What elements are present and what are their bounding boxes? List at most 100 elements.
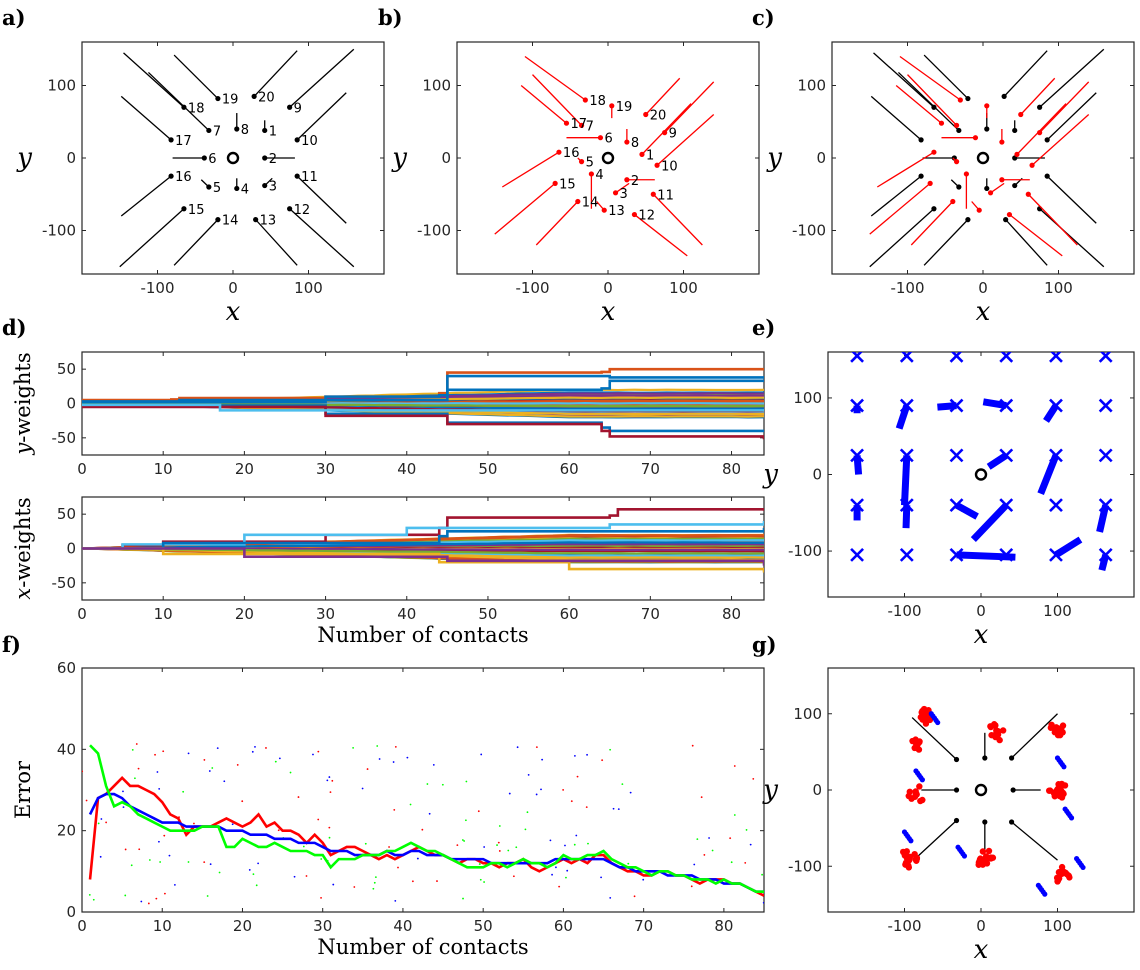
error-sample-dot: [130, 864, 133, 867]
y-tick-label: 0: [66, 903, 76, 921]
error-sample-dot: [158, 787, 161, 790]
error-sample-dot: [131, 748, 134, 751]
error-sample-dot: [193, 822, 195, 825]
error-sample-dot: [733, 814, 736, 816]
blue-estimate: [1080, 864, 1086, 871]
contact-point: [927, 180, 933, 186]
red-estimate: [979, 848, 987, 855]
error-sample-dot: [277, 829, 280, 832]
x-tick-label: 30: [316, 460, 335, 478]
point-label: 11: [301, 170, 318, 185]
error-sample-dot: [551, 873, 553, 876]
error-sample-dot: [570, 800, 573, 803]
red-estimate: [916, 783, 923, 790]
error-sample-dot: [406, 756, 409, 759]
blue-estimate: [919, 777, 925, 783]
error-sample-dot: [254, 746, 256, 748]
arm-line: [520, 85, 567, 124]
panel-label: c): [752, 5, 775, 30]
contact-point: [1006, 211, 1013, 218]
error-sample-dot: [155, 897, 158, 900]
y-tick-label: 100: [793, 389, 822, 407]
red-estimate: [903, 853, 910, 860]
contact-point: [1009, 819, 1015, 825]
contact-point: [984, 126, 990, 132]
red-estimate: [1055, 875, 1063, 882]
grid-cross: [951, 599, 963, 611]
error-sample-dot: [326, 779, 329, 782]
x-axis-label: x: [976, 297, 991, 327]
y-tick-label: 50: [57, 360, 76, 378]
arm-line: [652, 193, 703, 246]
error-sample-dot: [148, 859, 151, 861]
contact-point: [578, 159, 585, 165]
error-sample-dot: [498, 825, 501, 827]
error-sample-dot: [483, 846, 486, 848]
y-tick-label: 100: [422, 77, 451, 95]
x-axis-label: x: [601, 297, 616, 327]
contact-point: [215, 217, 221, 223]
grid-cross: [1100, 599, 1112, 611]
error-sample-dot: [507, 849, 510, 852]
contact-point: [294, 137, 300, 143]
error-sample-dot: [251, 750, 254, 753]
contact-point: [597, 135, 604, 141]
contact-point: [965, 95, 971, 102]
weight-vector: [982, 398, 1007, 410]
error-sample-dot: [124, 894, 127, 897]
error-sample-dot: [690, 885, 693, 888]
arm-line: [119, 208, 185, 268]
error-sample-dot: [587, 842, 589, 845]
weight-series: [82, 527, 764, 550]
error-sample-dot: [124, 848, 127, 851]
error-sample-dot: [609, 897, 612, 899]
plot-frame-a: [81, 41, 385, 275]
weight-vector: [902, 505, 911, 529]
x-tick-label: -100: [890, 279, 924, 297]
arm-line: [910, 201, 954, 246]
error-sample-dot: [565, 876, 567, 879]
contact-point: [262, 127, 268, 134]
contact-point: [215, 95, 221, 102]
error-sample-dot: [515, 846, 518, 849]
error-sample-dot: [373, 881, 376, 884]
contact-point: [1044, 173, 1050, 179]
red-estimate: [979, 861, 986, 868]
red-estimate: [908, 795, 915, 802]
y-tick-label: -100: [417, 222, 451, 240]
x-tick-label: 0: [77, 460, 87, 478]
point-label: 7: [213, 124, 221, 139]
x-tick-label: 0: [603, 279, 613, 297]
error-sample-dot: [208, 770, 211, 772]
x-tick-label: 10: [154, 605, 173, 623]
arm-line: [656, 114, 715, 166]
contact-point: [654, 162, 660, 168]
contact-point: [1018, 111, 1024, 118]
weight-vector: [970, 502, 1009, 542]
error-sample-dot: [187, 861, 190, 863]
error-sample-dot: [364, 842, 367, 845]
y-axis-label-rest: -weights: [11, 497, 35, 587]
error-sample-dot: [388, 846, 390, 848]
error-sample-dot: [241, 800, 244, 803]
grid-cross: [851, 599, 863, 611]
arm-line: [120, 175, 172, 217]
axes-e: -100 0 100 -100 0 100 x y: [762, 351, 1135, 650]
x-tick-label: 100: [294, 279, 323, 297]
error-sample-dot: [206, 895, 209, 897]
error-sample-dot: [332, 883, 335, 886]
x-axis-label: x: [226, 297, 241, 327]
y-axis-label-var: y: [11, 442, 35, 456]
error-sample-dot: [761, 873, 764, 876]
plot-frame-b: [456, 41, 760, 275]
red-estimate: [915, 746, 923, 753]
error-sample-dot: [456, 844, 459, 846]
contact-point: [181, 206, 187, 212]
arm-line: [869, 182, 931, 235]
contact-point: [206, 127, 212, 134]
blue-estimate: [908, 838, 914, 844]
error-sample-dot: [231, 823, 234, 826]
panel-label: b): [378, 5, 403, 30]
